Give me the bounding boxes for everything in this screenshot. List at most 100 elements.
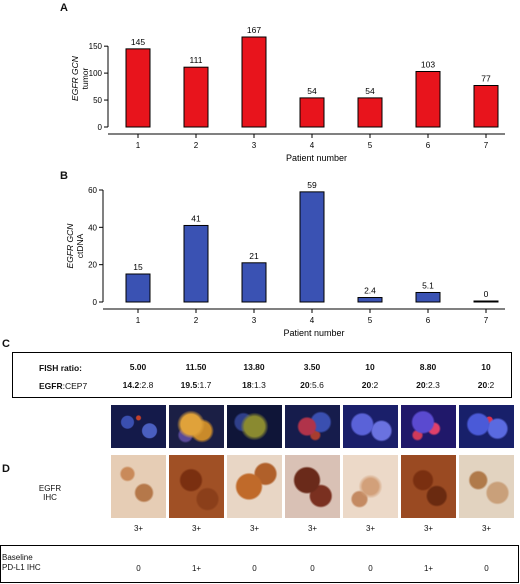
chart-a-bar <box>183 66 209 128</box>
chart-b-bar <box>125 273 151 303</box>
chart-b-y-axis-label-line2: ctDNA <box>75 233 85 258</box>
chart-a-y-tick-label: 150 <box>89 42 103 51</box>
pdl1-score: 0 <box>136 564 141 573</box>
egfr-ihc-label-line1: EGFR <box>38 484 62 493</box>
egfr-ihc-label-line2: IHC <box>43 493 57 502</box>
panel-label-a: A <box>60 2 68 14</box>
egfr-ihc-score: 3+ <box>365 524 376 533</box>
chart-b-y-tick-label: 20 <box>88 261 97 270</box>
pdl1-label-line2: PD-L1 IHC <box>2 563 41 572</box>
egfr-ihc-image <box>401 455 456 518</box>
chart-b-y-tick-label: 0 <box>93 298 98 307</box>
chart-b-x-tick-label: 5 <box>368 316 373 325</box>
egfr-count: 14.2 <box>122 380 140 390</box>
chart-a-x-axis-label: Patient number <box>286 153 347 163</box>
chart-a-x-tick-label: 6 <box>426 141 431 150</box>
chart-a-data-label: 54 <box>365 86 375 96</box>
chart-b-bar <box>183 224 209 303</box>
chart-a-x-tick-label: 5 <box>368 141 373 150</box>
egfr-ihc-score: 3+ <box>249 524 260 533</box>
fish-ratio-value: 11.50 <box>185 362 207 372</box>
chart-a-bar <box>125 48 151 128</box>
fish-image <box>401 405 456 448</box>
egfr-ihc-score: 3+ <box>307 524 318 533</box>
panel-label-c: C <box>2 338 10 350</box>
pdl1-label: Baseline PD-L1 IHC <box>2 553 41 573</box>
cep7-count: :5.6 <box>309 380 324 390</box>
fish-ratio-value: 3.50 <box>303 362 321 372</box>
cep7-count: :2.3 <box>425 380 440 390</box>
chart-a-bar <box>241 36 267 128</box>
chart-b-y-tick-label: 40 <box>88 223 97 232</box>
egfr-count: 19.5 <box>180 380 198 390</box>
chart-a-x-tick-label: 4 <box>310 141 315 150</box>
fish-ratio-value: 8.80 <box>419 362 437 372</box>
chart-b-data-label: 5.1 <box>422 280 434 290</box>
chart-a-bar <box>299 97 325 128</box>
pdl1-score: 1+ <box>191 564 202 573</box>
chart-a-tumor-gcn: 0 50 100 150 1 2 3 4 5 6 7 Patient number EGFR GCN tu… <box>70 25 505 163</box>
egfr-ihc-score: 3+ <box>191 524 202 533</box>
egfr-ihc-image <box>343 455 398 518</box>
chart-a-y-axis-label-line1: EGFR GCN <box>70 55 80 101</box>
fish-ratio-label: FISH ratio: <box>39 363 82 373</box>
cep7-count: :1.7 <box>197 380 212 390</box>
chart-b-bar <box>241 262 267 303</box>
egfr-count: 20 <box>300 380 310 390</box>
panel-label-d: D <box>2 463 10 475</box>
chart-b-data-label: 21 <box>249 251 259 261</box>
chart-a-data-label: 54 <box>307 86 317 96</box>
pdl1-score: 0 <box>310 564 315 573</box>
egfr-cep7-value: 20:5.6 <box>287 380 337 390</box>
pdl1-score: 1+ <box>423 564 434 573</box>
chart-a-y-tick-label: 50 <box>93 96 102 105</box>
chart-a-bar <box>415 70 441 128</box>
cep7-count: :2 <box>487 380 495 390</box>
chart-a-bar <box>473 85 499 128</box>
egfr-cep7-value: 18:1.3 <box>229 380 279 390</box>
chart-b-data-label: 2.4 <box>364 286 376 296</box>
fish-ratio-value: 10 <box>365 362 375 372</box>
chart-a-data-label: 77 <box>481 74 491 84</box>
fish-image <box>343 405 398 448</box>
chart-b-y-axis-label-line1: EGFR GCN <box>65 223 75 269</box>
egfr-ihc-score: 3+ <box>481 524 492 533</box>
chart-a-x-tick-label: 3 <box>252 141 257 150</box>
egfr-cep7-value: 19.5:1.7 <box>171 380 221 390</box>
egfr-cep7-value: 20:2 <box>461 380 511 390</box>
chart-b-x-tick-label: 7 <box>484 316 489 325</box>
egfr-count: 20 <box>361 380 372 390</box>
egfr-ihc-image <box>111 455 166 518</box>
chart-b-bar <box>473 300 499 303</box>
chart-a-x-tick-label: 7 <box>484 141 489 150</box>
chart-b-data-label: 15 <box>133 262 143 272</box>
chart-b-y-axis-label: EGFR GCN ctDNA <box>65 223 85 269</box>
fish-image <box>459 405 514 448</box>
chart-a-y-tick-label: 100 <box>89 69 103 78</box>
chart-b-data-label: 59 <box>307 180 317 190</box>
fish-image <box>227 405 282 448</box>
chart-a-x-tick-label: 2 <box>194 141 199 150</box>
egfr-ihc-image <box>459 455 514 518</box>
chart-b-x-axis-label: Patient number <box>283 328 344 338</box>
egfr-ihc-image <box>285 455 340 518</box>
fish-ratio-value: 5.00 <box>129 362 147 372</box>
egfr-count: 20 <box>477 380 488 390</box>
chart-b-y-tick-label: 60 <box>88 186 97 195</box>
fish-image <box>285 405 340 448</box>
chart-a-data-label: 145 <box>131 37 145 47</box>
chart-b-data-label: 0 <box>484 289 489 299</box>
chart-a-bar <box>357 97 383 128</box>
egfr-cep7-value: 20:2 <box>345 380 395 390</box>
chart-a-data-label: 103 <box>421 59 435 69</box>
egfr-ihc-label: EGFR IHC <box>30 484 70 502</box>
egfr-ihc-image <box>169 455 224 518</box>
chart-b-data-label: 41 <box>191 213 201 223</box>
egfr-ihc-image <box>227 455 282 518</box>
egfr-cep7-label: EGFR:CEP7 <box>39 381 87 391</box>
chart-b-bar <box>357 297 383 303</box>
chart-b-bar <box>415 291 441 303</box>
chart-b-x-tick-label: 3 <box>252 316 257 325</box>
pdl1-row <box>0 545 519 583</box>
pdl1-score: 0 <box>484 564 489 573</box>
